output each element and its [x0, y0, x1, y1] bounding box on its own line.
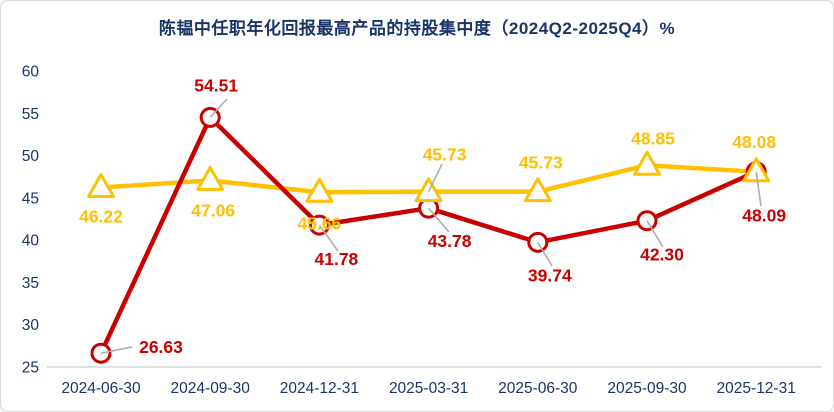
data-label: 45.73: [423, 145, 467, 165]
x-tick-label: 2025-09-30: [607, 380, 687, 397]
data-label: 26.63: [139, 337, 183, 357]
data-label: 46.22: [79, 207, 123, 227]
y-tick-label: 35: [22, 275, 39, 292]
label-leader-line: [100, 346, 133, 354]
y-tick-label: 25: [22, 360, 39, 377]
data-label: 54.51: [194, 75, 238, 95]
y-tick-label: 50: [22, 148, 40, 165]
data-label: 47.06: [191, 200, 235, 220]
marker-triangle: [742, 157, 771, 183]
label-leader-line: [318, 224, 339, 252]
data-label: 48.08: [732, 132, 776, 152]
y-tick-label: 45: [22, 190, 39, 207]
label-leader-line: [646, 220, 664, 248]
data-label: 39.74: [528, 265, 572, 285]
marker-triangle: [196, 165, 225, 191]
data-label: 41.78: [315, 249, 359, 269]
marker-triangle: [414, 177, 443, 203]
y-tick-label: 40: [22, 233, 40, 250]
y-tick-label: 30: [22, 317, 40, 334]
x-tick-label: 2024-06-30: [61, 380, 141, 397]
data-label: 48.09: [742, 206, 786, 226]
x-tick-label: 2024-12-31: [280, 380, 359, 397]
data-label: 42.30: [640, 245, 684, 265]
y-tick-label: 60: [22, 64, 40, 81]
data-label: 45.73: [519, 153, 563, 173]
marker-triangle: [87, 173, 115, 199]
y-tick-label: 55: [22, 106, 39, 123]
marker-triangle: [633, 150, 661, 176]
label-leader-line: [209, 98, 228, 118]
data-label: 45.66: [298, 213, 342, 233]
label-leader-line: [537, 241, 553, 267]
x-tick-label: 2025-03-31: [389, 380, 468, 397]
marker-triangle: [523, 177, 552, 203]
data-label: 43.78: [428, 231, 472, 251]
marker-triangle: [305, 177, 334, 203]
chart-title: 陈韫中任职年化回报最高产品的持股集中度（2024Q2-2025Q4）%: [158, 19, 676, 38]
x-tick-label: 2024-09-30: [171, 380, 251, 397]
label-leader-line: [427, 207, 450, 233]
label-leader-line: [755, 171, 762, 207]
label-leader-line: [427, 163, 443, 193]
x-tick-label: 2025-06-30: [498, 380, 578, 397]
data-label: 48.85: [631, 128, 675, 148]
x-tick-label: 2025-12-31: [717, 380, 796, 397]
